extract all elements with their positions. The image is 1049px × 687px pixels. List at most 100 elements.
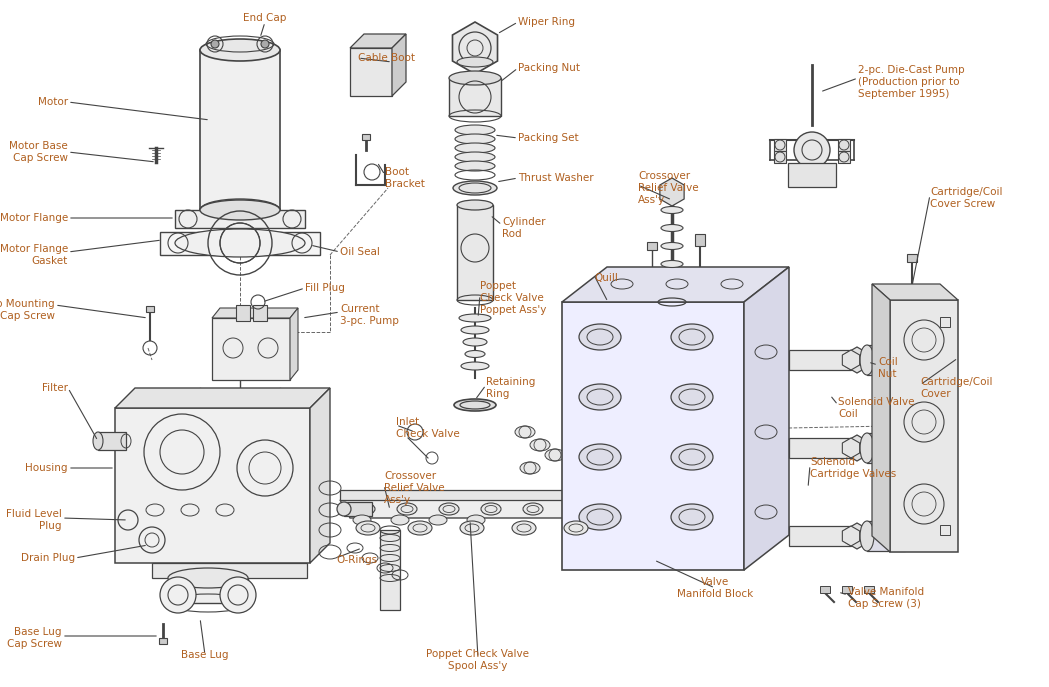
Polygon shape bbox=[350, 34, 406, 48]
Text: Solenoid
Cartridge Valves: Solenoid Cartridge Valves bbox=[810, 458, 896, 479]
Text: Poppet Check Valve
Spool Ass'y: Poppet Check Valve Spool Ass'y bbox=[427, 649, 530, 671]
Ellipse shape bbox=[355, 503, 374, 515]
Ellipse shape bbox=[520, 462, 540, 474]
Ellipse shape bbox=[860, 433, 874, 463]
Bar bbox=[603, 272, 613, 280]
Circle shape bbox=[794, 132, 830, 168]
Ellipse shape bbox=[457, 200, 493, 210]
Text: Coil
Nut: Coil Nut bbox=[878, 357, 898, 379]
Text: Pump Mounting
Cap Screw: Pump Mounting Cap Screw bbox=[0, 300, 55, 321]
Ellipse shape bbox=[671, 444, 713, 470]
Bar bbox=[789, 526, 851, 546]
Ellipse shape bbox=[356, 521, 380, 535]
Ellipse shape bbox=[671, 324, 713, 350]
Text: Retaining
Ring: Retaining Ring bbox=[486, 377, 535, 398]
Ellipse shape bbox=[463, 338, 487, 346]
Bar bbox=[868, 521, 905, 551]
Polygon shape bbox=[842, 438, 860, 458]
Bar bbox=[212, 318, 290, 380]
Bar bbox=[842, 586, 852, 593]
Ellipse shape bbox=[899, 346, 911, 374]
Ellipse shape bbox=[671, 504, 713, 530]
Circle shape bbox=[160, 577, 196, 613]
Text: Motor Flange: Motor Flange bbox=[0, 213, 68, 223]
Bar bbox=[350, 48, 392, 96]
Ellipse shape bbox=[564, 521, 588, 535]
Text: Valve
Manifold Block: Valve Manifold Block bbox=[677, 577, 753, 599]
Ellipse shape bbox=[459, 314, 491, 322]
Polygon shape bbox=[115, 388, 330, 408]
Bar bbox=[838, 139, 850, 151]
Bar bbox=[380, 530, 400, 610]
Ellipse shape bbox=[461, 362, 489, 370]
Ellipse shape bbox=[438, 503, 459, 515]
Bar bbox=[868, 345, 905, 375]
Ellipse shape bbox=[579, 504, 621, 530]
Text: Wiper Ring: Wiper Ring bbox=[518, 17, 575, 27]
Ellipse shape bbox=[354, 515, 371, 525]
Ellipse shape bbox=[579, 444, 621, 470]
Polygon shape bbox=[175, 210, 305, 228]
Polygon shape bbox=[845, 435, 869, 461]
Text: Inlet
Check Valve: Inlet Check Valve bbox=[397, 417, 459, 439]
Bar bbox=[449, 78, 501, 116]
Polygon shape bbox=[392, 34, 406, 96]
Bar bbox=[362, 134, 370, 140]
Ellipse shape bbox=[607, 503, 627, 515]
Ellipse shape bbox=[598, 319, 618, 325]
Text: Fill Plug: Fill Plug bbox=[305, 283, 345, 293]
Bar bbox=[236, 305, 250, 321]
Ellipse shape bbox=[530, 439, 550, 451]
Bar bbox=[159, 638, 167, 644]
Ellipse shape bbox=[429, 515, 447, 525]
Ellipse shape bbox=[337, 502, 351, 516]
Ellipse shape bbox=[455, 125, 495, 135]
Polygon shape bbox=[842, 526, 860, 546]
Ellipse shape bbox=[598, 359, 618, 365]
Bar bbox=[940, 525, 950, 535]
Bar bbox=[344, 502, 372, 516]
Ellipse shape bbox=[598, 369, 618, 375]
Ellipse shape bbox=[545, 449, 565, 461]
Bar bbox=[115, 408, 311, 563]
Text: Motor Base
Cap Screw: Motor Base Cap Screw bbox=[9, 142, 68, 163]
Ellipse shape bbox=[449, 71, 501, 85]
Bar bbox=[98, 432, 126, 450]
Bar bbox=[695, 234, 705, 246]
Ellipse shape bbox=[860, 521, 874, 551]
Bar bbox=[820, 586, 830, 593]
Text: Quill: Quill bbox=[594, 273, 618, 283]
Ellipse shape bbox=[200, 199, 280, 221]
Text: Valve Manifold
Cap Screw (3): Valve Manifold Cap Screw (3) bbox=[848, 587, 924, 609]
Ellipse shape bbox=[457, 57, 493, 67]
Polygon shape bbox=[842, 350, 860, 370]
Ellipse shape bbox=[200, 39, 280, 61]
Ellipse shape bbox=[461, 326, 489, 334]
Text: Cylinder
Rod: Cylinder Rod bbox=[502, 217, 545, 239]
Ellipse shape bbox=[408, 521, 432, 535]
Bar bbox=[864, 586, 874, 593]
Circle shape bbox=[261, 40, 269, 48]
Polygon shape bbox=[845, 523, 869, 549]
Polygon shape bbox=[872, 284, 890, 552]
Bar bbox=[200, 50, 280, 210]
Text: Packing Set: Packing Set bbox=[518, 133, 579, 143]
Ellipse shape bbox=[515, 426, 535, 438]
Text: Motor Flange
Gasket: Motor Flange Gasket bbox=[0, 244, 68, 266]
Text: Base Lug: Base Lug bbox=[181, 650, 229, 660]
Ellipse shape bbox=[454, 399, 496, 411]
Text: Oil Seal: Oil Seal bbox=[340, 247, 380, 257]
Ellipse shape bbox=[598, 339, 618, 345]
Ellipse shape bbox=[455, 143, 495, 153]
Text: O-Rings: O-Rings bbox=[336, 555, 378, 565]
Circle shape bbox=[211, 40, 219, 48]
Bar bbox=[774, 151, 786, 163]
Ellipse shape bbox=[391, 515, 409, 525]
Ellipse shape bbox=[598, 329, 618, 335]
Text: Base Lug
Cap Screw: Base Lug Cap Screw bbox=[7, 627, 62, 649]
Polygon shape bbox=[340, 500, 646, 518]
Polygon shape bbox=[744, 267, 789, 570]
Ellipse shape bbox=[671, 384, 713, 410]
Text: Crossover
Relief Valve
Ass'y: Crossover Relief Valve Ass'y bbox=[638, 171, 699, 205]
Ellipse shape bbox=[661, 260, 683, 267]
